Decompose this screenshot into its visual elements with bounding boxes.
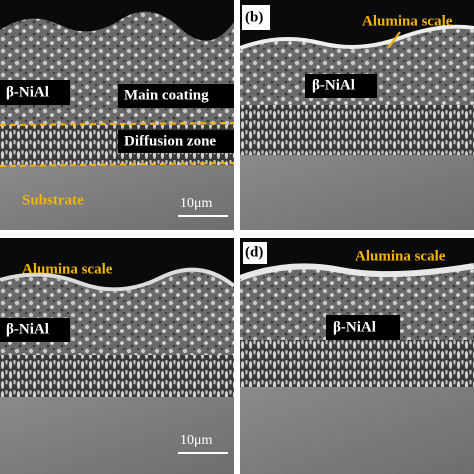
panel-b: (b) Alumina scale β-NiAl <box>240 0 474 230</box>
substrate-label: Substrate <box>22 192 84 208</box>
phase-label: β-NiAl <box>6 84 49 100</box>
scale-label: Alumina scale <box>22 261 113 277</box>
panel-a: β-NiAl Main coating Diffusion zone Subst… <box>0 0 234 230</box>
panel-tag: (b) <box>245 9 263 25</box>
scale-label: Alumina scale <box>362 13 453 29</box>
panel-d: (d) Alumina scale β-NiAl <box>240 238 474 474</box>
scale-bar-label: 10μm <box>180 196 213 211</box>
scale-label: Alumina scale <box>355 248 446 264</box>
phase-label: β-NiAl <box>6 321 49 337</box>
scale-bar-label: 10μm <box>180 433 213 448</box>
phase-label: β-NiAl <box>312 77 355 93</box>
phase-label: β-NiAl <box>333 319 376 335</box>
panel-tag: (d) <box>245 244 263 260</box>
panel-c: Alumina scale β-NiAl 10μm <box>0 238 234 474</box>
coating-label: Main coating <box>124 87 209 103</box>
diffusion-label: Diffusion zone <box>124 133 216 149</box>
